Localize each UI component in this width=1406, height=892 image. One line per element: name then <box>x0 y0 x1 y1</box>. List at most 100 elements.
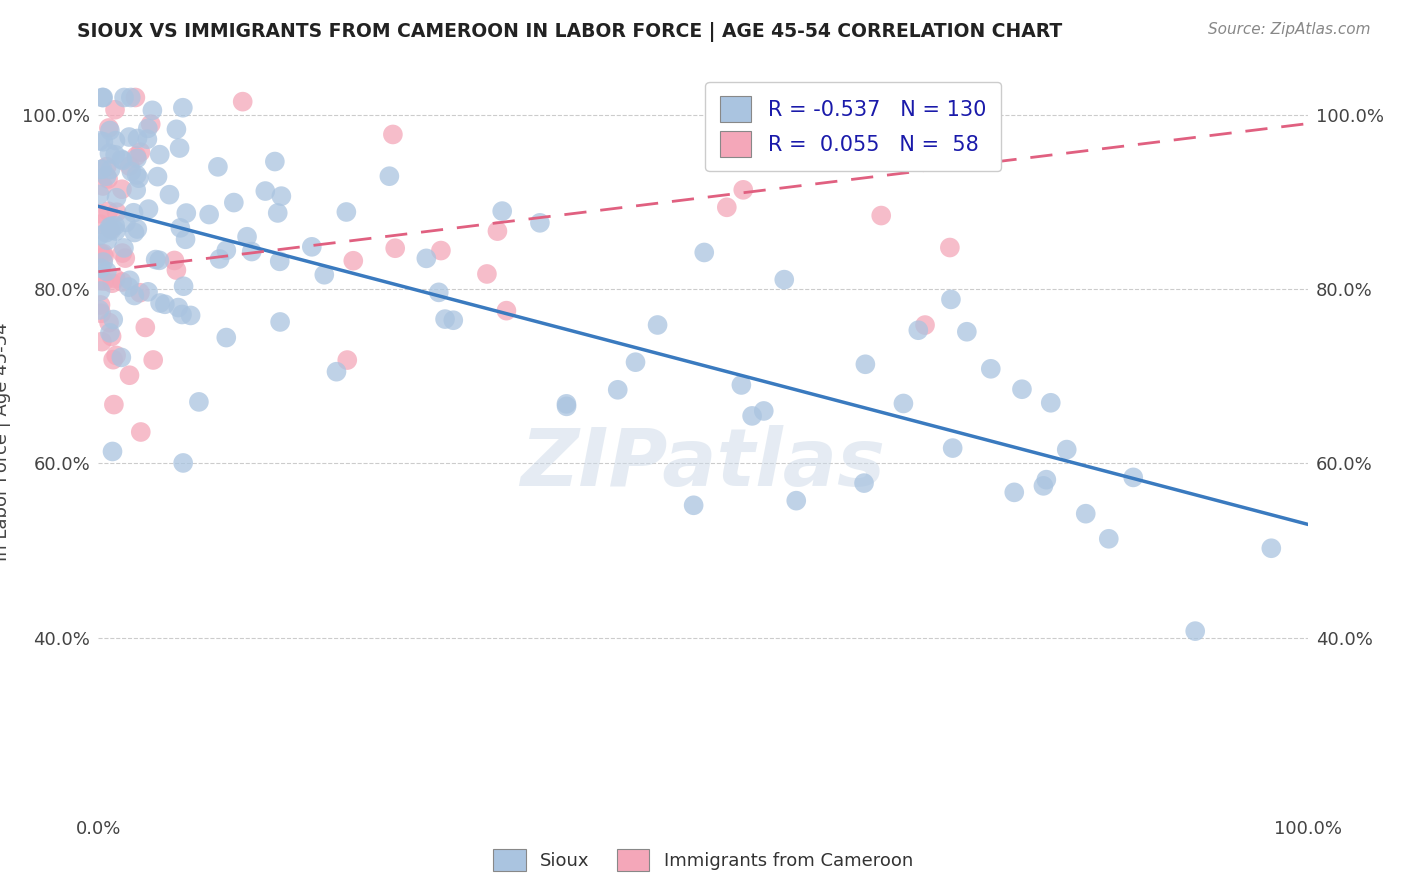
Point <box>232 95 254 109</box>
Point <box>215 330 238 344</box>
Point <box>208 252 231 266</box>
Point <box>98 326 121 340</box>
Point <box>145 252 167 267</box>
Text: Source: ZipAtlas.com: Source: ZipAtlas.com <box>1208 22 1371 37</box>
Point <box>97 204 120 219</box>
Point <box>378 169 401 184</box>
Point <box>853 476 876 491</box>
Point <box>1032 479 1054 493</box>
Point <box>495 303 517 318</box>
Point <box>110 351 132 365</box>
Point <box>93 250 115 264</box>
Point <box>434 312 457 326</box>
Point <box>101 444 124 458</box>
Point <box>624 355 647 369</box>
Point <box>1002 485 1025 500</box>
Point <box>122 206 145 220</box>
Point <box>100 223 122 237</box>
Point <box>870 209 893 223</box>
Point <box>267 206 290 220</box>
Point <box>93 274 115 288</box>
Point <box>89 228 111 243</box>
Point <box>752 404 775 418</box>
Point <box>129 285 152 300</box>
Point <box>96 233 118 247</box>
Point <box>889 92 911 106</box>
Point <box>430 244 453 258</box>
Point <box>198 208 221 222</box>
Point <box>105 191 128 205</box>
Point <box>939 293 962 307</box>
Point <box>124 90 146 104</box>
Point <box>110 152 132 166</box>
Point <box>939 240 962 254</box>
Point <box>491 204 513 219</box>
Point <box>90 162 112 177</box>
Point <box>93 246 115 260</box>
Point <box>682 498 704 512</box>
Point <box>96 169 118 184</box>
Point <box>138 202 160 216</box>
Point <box>1122 470 1144 484</box>
Point <box>128 171 150 186</box>
Point <box>100 162 122 177</box>
Point <box>893 396 915 410</box>
Point <box>89 284 111 298</box>
Point <box>165 263 187 277</box>
Point <box>335 205 357 219</box>
Point <box>441 313 464 327</box>
Text: SIOUX VS IMMIGRANTS FROM CAMEROON IN LABOR FORCE | AGE 45-54 CORRELATION CHART: SIOUX VS IMMIGRANTS FROM CAMEROON IN LAB… <box>77 22 1063 42</box>
Point <box>142 353 165 368</box>
Point <box>89 134 111 148</box>
Point <box>146 169 169 184</box>
Point <box>129 145 152 159</box>
Point <box>98 146 121 161</box>
Point <box>91 162 114 177</box>
Legend: Sioux, Immigrants from Cameroon: Sioux, Immigrants from Cameroon <box>486 842 920 879</box>
Point <box>222 195 245 210</box>
Point <box>730 378 752 392</box>
Point <box>172 101 194 115</box>
Point <box>236 229 259 244</box>
Point <box>94 226 117 240</box>
Point <box>1098 532 1121 546</box>
Point <box>104 147 127 161</box>
Point <box>134 320 156 334</box>
Point <box>98 222 121 236</box>
Point <box>716 200 738 214</box>
Point <box>733 183 755 197</box>
Point <box>270 189 292 203</box>
Point <box>125 168 148 182</box>
Point <box>172 456 194 470</box>
Point <box>942 441 965 455</box>
Point <box>325 365 347 379</box>
Point <box>153 297 176 311</box>
Point <box>174 232 197 246</box>
Point <box>91 90 114 104</box>
Point <box>269 254 291 268</box>
Point <box>124 288 146 302</box>
Point <box>148 253 170 268</box>
Point <box>1039 396 1062 410</box>
Point <box>125 149 148 163</box>
Point <box>693 245 716 260</box>
Point <box>475 267 498 281</box>
Point <box>980 361 1002 376</box>
Point <box>427 285 450 300</box>
Point <box>120 164 142 178</box>
Point <box>555 397 578 411</box>
Point <box>90 306 112 320</box>
Point <box>105 205 128 219</box>
Point <box>96 264 118 278</box>
Point <box>125 183 148 197</box>
Point <box>89 274 111 288</box>
Point <box>1035 473 1057 487</box>
Point <box>778 120 800 135</box>
Point <box>336 353 359 368</box>
Point <box>104 271 127 285</box>
Point <box>97 172 120 186</box>
Point <box>269 315 291 329</box>
Point <box>187 395 209 409</box>
Point <box>1074 507 1097 521</box>
Legend: R = -0.537   N = 130, R =  0.055   N =  58: R = -0.537 N = 130, R = 0.055 N = 58 <box>706 82 1001 171</box>
